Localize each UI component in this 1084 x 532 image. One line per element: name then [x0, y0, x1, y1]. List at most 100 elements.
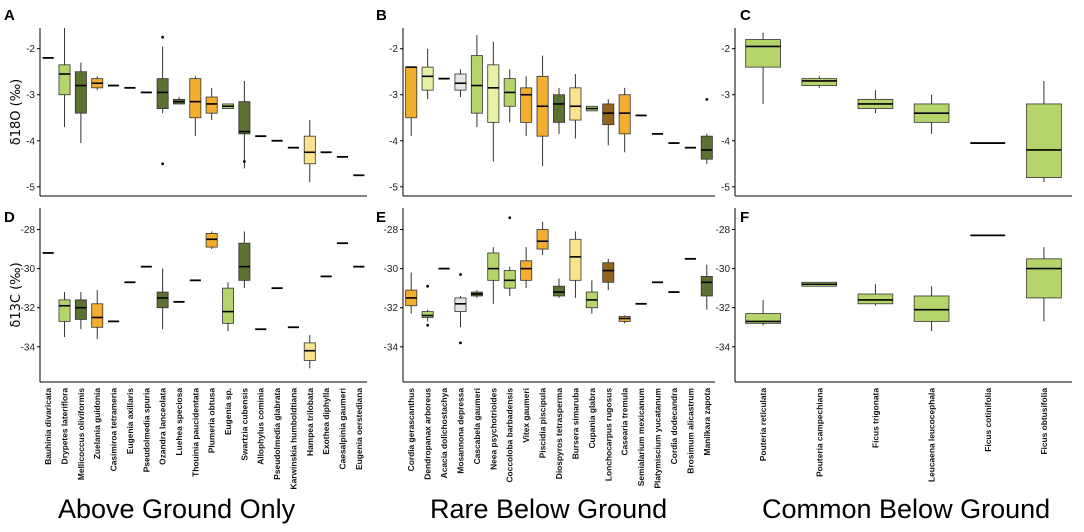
box-swartzia-cubensis [238, 80, 251, 169]
group-title-common-below-ground: Common Below Ground [762, 494, 1051, 524]
panel-A: A -2 -3 -4 -5 δ18O (‰) [4, 7, 367, 197]
outlier-point [459, 273, 462, 276]
category-label: Acacia dolichostachya [439, 388, 449, 479]
box-rect [553, 285, 565, 297]
box-bursera-simaruba [569, 231, 582, 298]
y-tick-label: -3 [721, 90, 730, 101]
box-rect [222, 287, 234, 324]
box-hampea-trilobata [303, 335, 316, 369]
category-label: Luehea speciosa [174, 388, 184, 456]
panel-D: D -28 -30 -32 -34 δ13C (‰) Bauhinia divaricata… [4, 208, 367, 489]
box-casearia-tremula [618, 315, 631, 324]
outlier-point [459, 341, 462, 345]
box-rect [421, 311, 434, 318]
y-tick-label: -28 [21, 225, 36, 236]
category-label: Karwinskia humboldtiana [288, 388, 298, 490]
box-rect [303, 135, 316, 165]
box-piscidia-piscipula [536, 221, 549, 255]
box-ficus-trigonata [857, 90, 894, 114]
box-diospyros-tetrasperma [553, 278, 565, 298]
box-lonchocarpus-rugosus [602, 258, 615, 291]
box-coccoloba-barbadensis [503, 69, 516, 123]
y-tick-label: -32 [384, 303, 399, 314]
box-rect [553, 94, 565, 123]
box-rect [602, 262, 615, 283]
box-rect [156, 291, 169, 309]
y-tick-label: -2 [721, 44, 730, 55]
y-tick-label: -4 [26, 136, 35, 147]
box-diospyros-tetrasperma [553, 87, 565, 134]
category-label: Pouteria campechiana [814, 388, 824, 477]
box-rect [74, 299, 87, 320]
category-label: Piscidia piscipula [538, 388, 548, 459]
box-mellicoccus-oliviformis [74, 62, 87, 144]
box-hampea-trilobata [303, 120, 316, 183]
box-ficus-obtusifolia [1026, 247, 1062, 322]
outlier-point [705, 97, 709, 101]
box-thouinia-paucidentata [189, 76, 202, 137]
box-rect [421, 66, 434, 91]
box-drypetes-lateriflora [58, 292, 71, 338]
box-drypetes-lateriflora [58, 28, 71, 127]
box-leucaena-leucocephala [913, 94, 950, 134]
box-ozandra-lanceolata [156, 35, 169, 166]
box-cascabela-gaumeri [470, 34, 483, 127]
category-label: Caesalpinia gaumeri [337, 388, 347, 469]
box-pouteria-reticulata [745, 32, 781, 104]
box-rect [303, 342, 316, 361]
box-rect [454, 297, 467, 313]
box-vitex-gaumeri [520, 76, 533, 137]
category-label: Cordia dodecandra [669, 388, 679, 465]
y-tick-label: -34 [716, 342, 731, 353]
panel-F: F -28 -30 -32 -34 Pouteria reticulata Pouteria… [716, 208, 1072, 482]
y-tick-label: -32 [716, 303, 731, 314]
box-pouteria-reticulata [745, 299, 781, 326]
group-title-above-ground-only: Above Ground Only [58, 494, 296, 524]
category-label: Swartzia cubensis [239, 388, 249, 461]
box-rect [536, 229, 549, 250]
category-label: Coccoloba barbadensis [505, 388, 515, 483]
outlier-point [426, 284, 430, 288]
box-leucaena-leucocephala [913, 286, 950, 332]
box-swartzia-cubensis [238, 231, 251, 289]
y-tick-label: -34 [21, 342, 36, 353]
category-label: Cascabela gaumeri [472, 388, 482, 464]
category-label: Semialarium mexicanum [636, 388, 646, 486]
box-ficus-obtusifolia [1026, 80, 1062, 183]
box-rect [745, 313, 781, 324]
category-label: Casearia tremula [620, 388, 630, 456]
box-dendropanax-arboreus [421, 48, 434, 100]
y-tick-label: -3 [389, 90, 398, 101]
category-label: Neea psychotrioides [488, 388, 498, 470]
y-tick-label: -34 [384, 342, 399, 353]
category-label: Allophylus cominia [256, 388, 266, 465]
box-rect [1026, 103, 1062, 178]
outlier-point [161, 162, 165, 166]
category-label: Pseudolmedia glabrata [272, 388, 282, 480]
box-cordia-gerascanthus [405, 272, 418, 314]
box-mosannona-depressa [454, 273, 467, 345]
box-cascabela-gaumeri [470, 290, 483, 298]
y-tick-label: -4 [389, 136, 398, 147]
box-rect [618, 94, 631, 135]
box-rect [74, 71, 87, 114]
y-tick-label: -2 [389, 44, 398, 55]
panel-letter-a: A [4, 7, 15, 24]
box-pouteria-campechiana [801, 281, 838, 287]
box-rect [238, 242, 251, 281]
box-rect [503, 270, 516, 289]
panel-E: E-28 -30 -32 -34 Cordia gerascanthus Dendropa… [376, 208, 715, 489]
box-rect [91, 303, 104, 328]
y-axis-title: δ13C (‰) [9, 262, 24, 327]
y-tick-label: -5 [721, 182, 730, 193]
box-rect [700, 276, 713, 297]
y-tick-label: -5 [26, 182, 35, 193]
category-label: Mellicoccus oliviformis [76, 388, 86, 480]
y-tick-label: -30 [21, 264, 36, 275]
panel-letter-c: C [740, 7, 751, 24]
panel-C: C -2 -3 -4 -5 [721, 7, 1072, 197]
category-label: Pseudolmedia spuria [141, 388, 151, 473]
box-rect [205, 96, 218, 114]
box-rect [913, 295, 950, 322]
panel-letter-d: D [4, 209, 15, 226]
